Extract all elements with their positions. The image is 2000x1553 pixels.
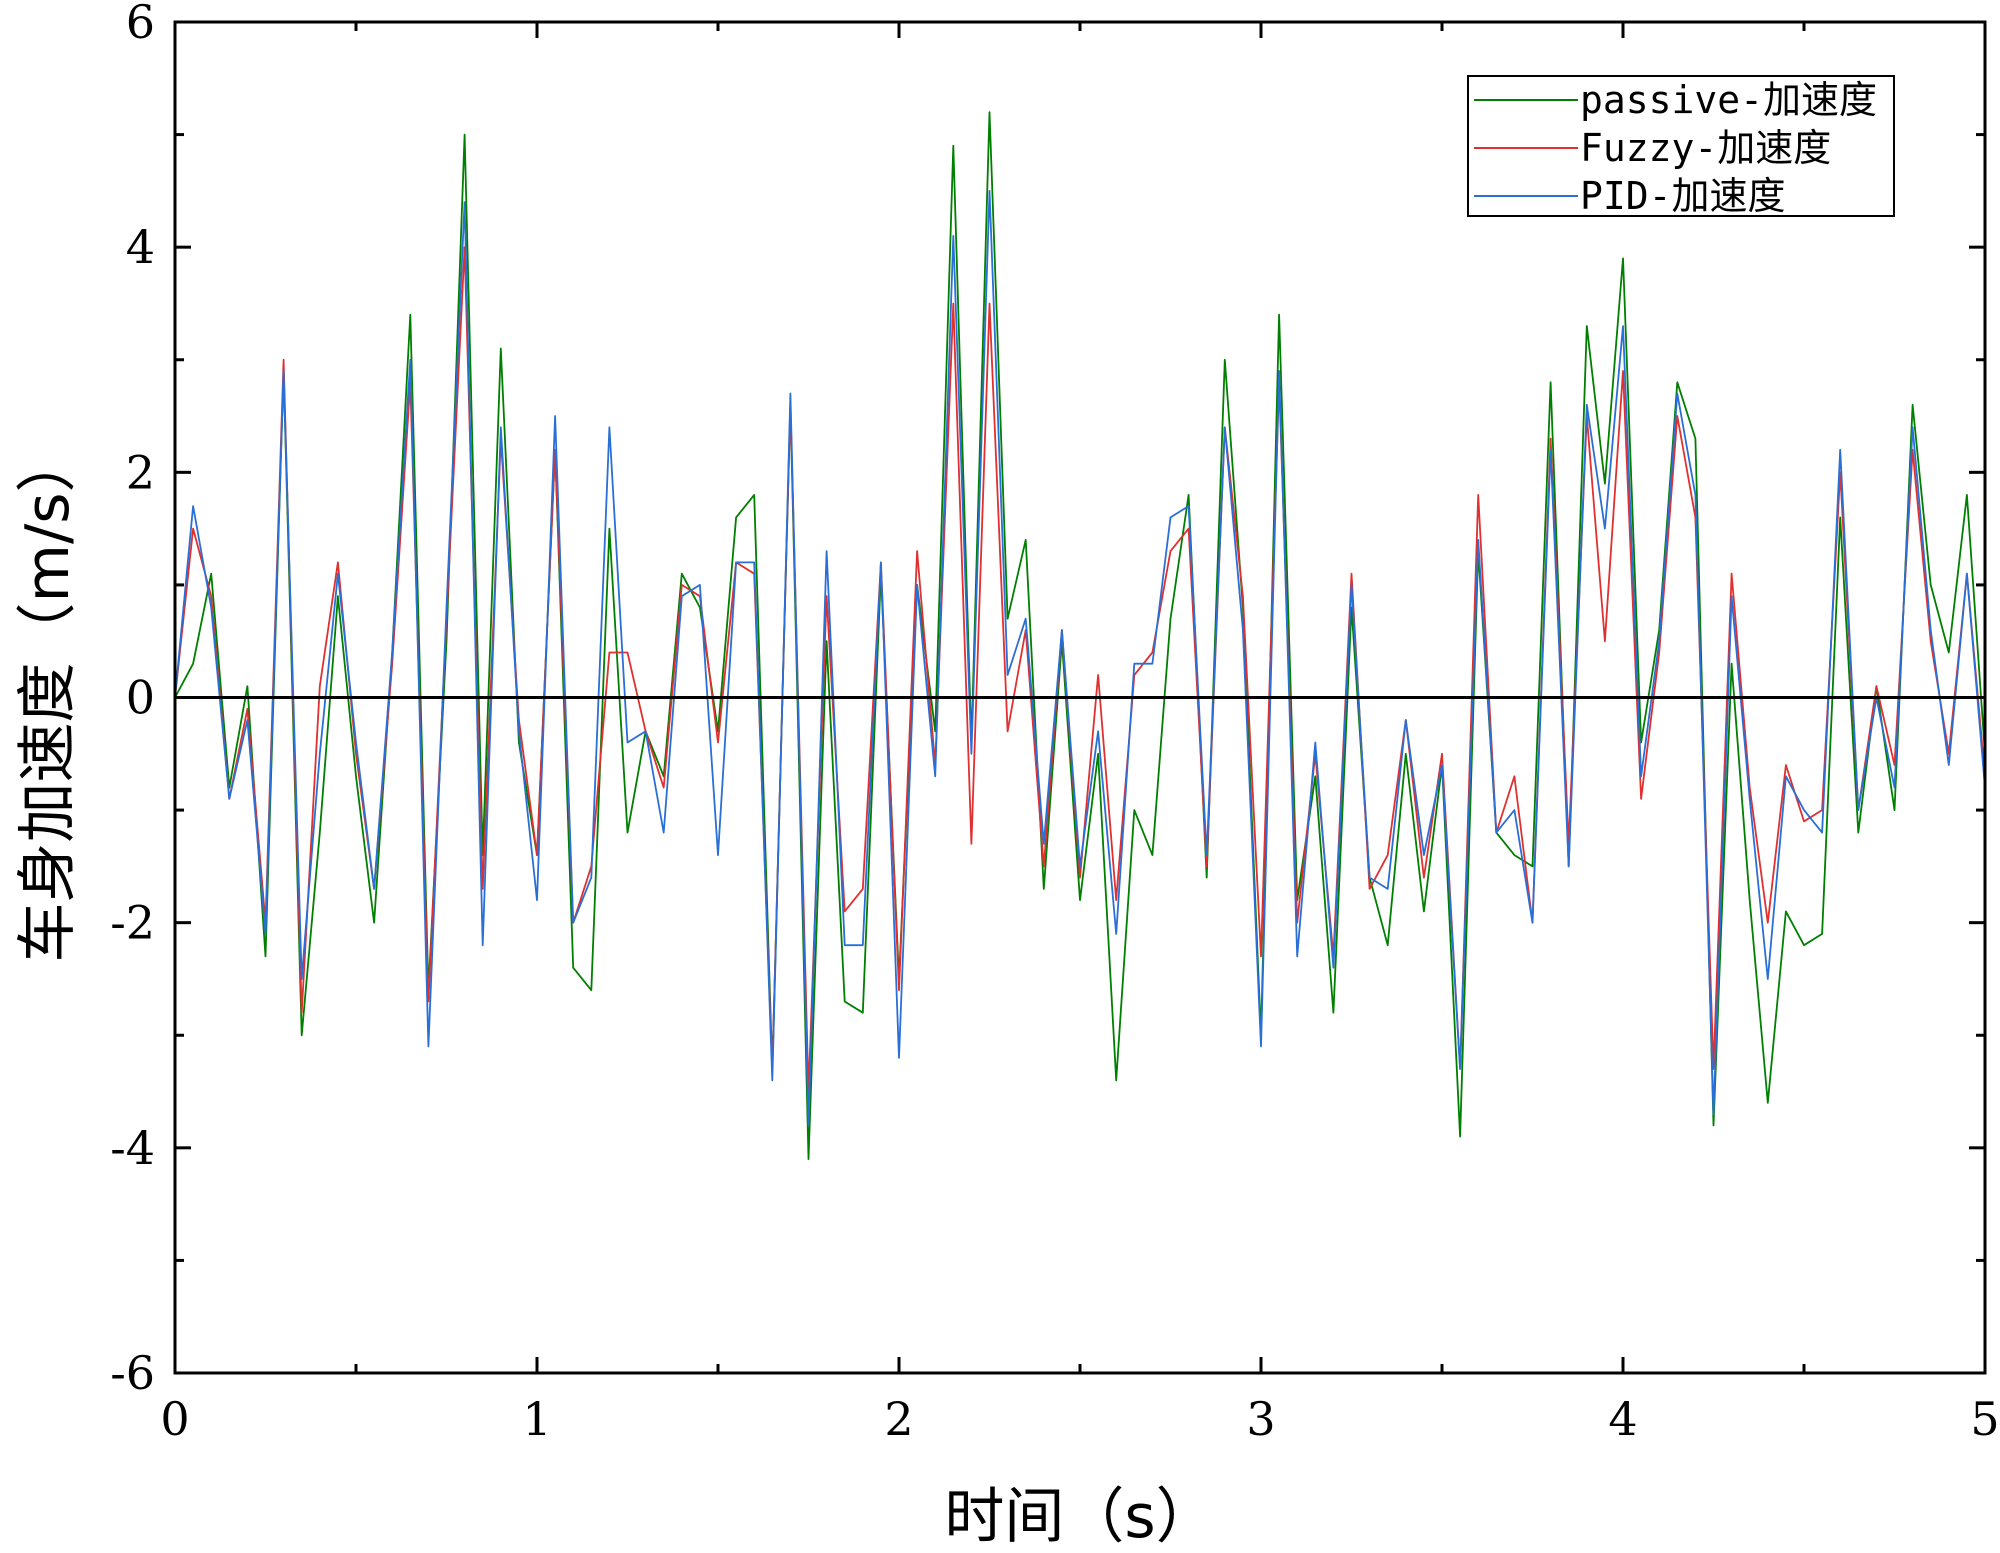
- tick-labels-layer: 0 1 2 3 4 5 -6 -4 -2 0 2 4 6: [110, 0, 1999, 1446]
- series-line-0: [174, 111, 1986, 1160]
- y-tick-label-4: 2: [126, 445, 155, 499]
- y-axis-title: 车身加速度（m/s）: [13, 433, 83, 963]
- legend-label-fuzzy: Fuzzy-加速度: [1580, 126, 1831, 170]
- legend: passive-加速度 Fuzzy-加速度 PID-加速度: [1467, 75, 1895, 218]
- legend-label-passive: passive-加速度: [1580, 78, 1877, 122]
- y-tick-label-6: 6: [126, 0, 155, 49]
- y-tick-label-2: -2: [110, 896, 155, 950]
- x-tick-label-1: 1: [522, 1392, 551, 1446]
- series-line-1: [174, 246, 1986, 1093]
- y-tick-label-5: 4: [126, 220, 155, 274]
- y-tick-label-3: 0: [126, 671, 155, 725]
- x-axis-title: 时间（s）: [944, 1482, 1215, 1552]
- x-tick-label-5: 5: [1970, 1392, 1999, 1446]
- x-tick-label-3: 3: [1246, 1392, 1275, 1446]
- ticks-layer: [173, 20, 1987, 1375]
- legend-label-pid: PID-加速度: [1580, 174, 1786, 218]
- series-layer: [174, 111, 1986, 1160]
- y-tick-label-1: -4: [110, 1121, 155, 1175]
- y-tick-label-0: -6: [110, 1346, 155, 1400]
- x-tick-label-2: 2: [884, 1392, 913, 1446]
- x-tick-label-0: 0: [160, 1392, 189, 1446]
- x-tick-label-4: 4: [1608, 1392, 1637, 1446]
